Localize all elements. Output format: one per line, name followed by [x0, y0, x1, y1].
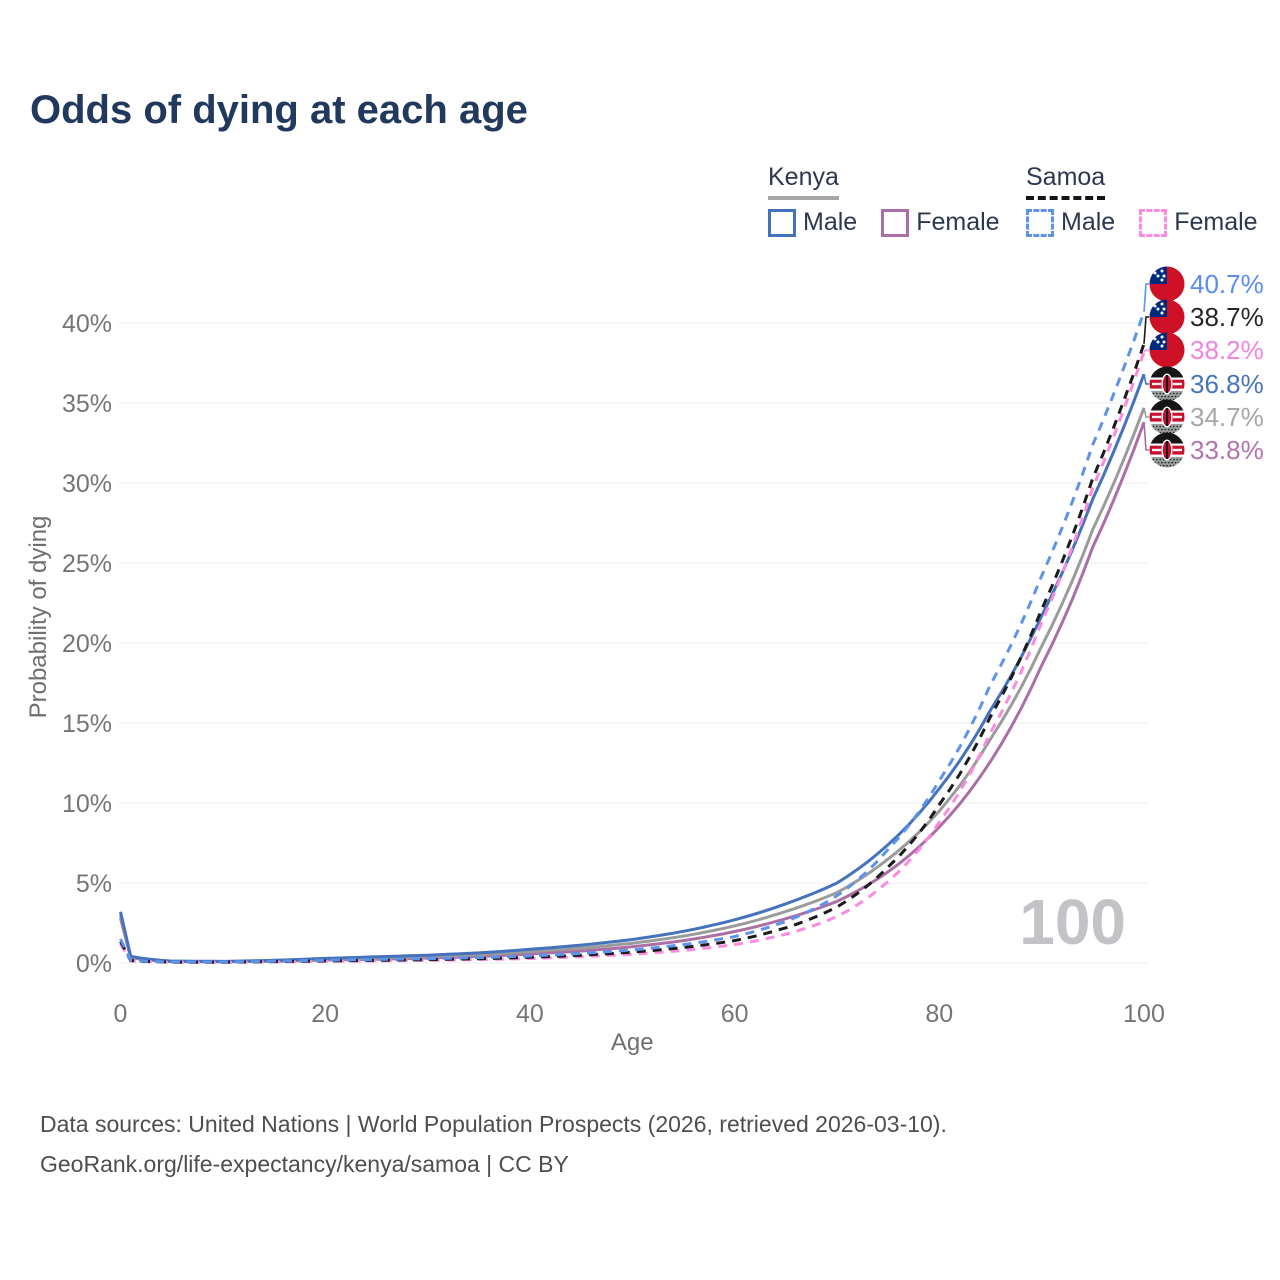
end-label-kenya-female: 33.8% — [1190, 435, 1264, 465]
x-axis-title: Age — [611, 1029, 654, 1056]
samoa-flag-star — [1160, 269, 1164, 273]
samoa-flag-icon — [1149, 332, 1185, 368]
samoa-flag-star — [1156, 307, 1160, 311]
end-label-leader-kenya-male — [1143, 374, 1149, 385]
kenya-flag-stripes — [1149, 399, 1185, 435]
legend-item-label: Female — [1174, 208, 1258, 236]
end-label-samoa-both-sexes: 38.7% — [1190, 302, 1264, 332]
legend-item-label: Male — [803, 208, 858, 236]
series-line-kenya-female — [119, 421, 1146, 964]
kenya-flag-icon — [1149, 366, 1185, 402]
y-tick-label: 35% — [62, 390, 112, 418]
end-label-leader-kenya-female — [1143, 422, 1149, 451]
samoa-flag-star — [1160, 302, 1164, 306]
legend-item-kenya-female[interactable]: Female — [881, 208, 1000, 237]
legend-item-label: Female — [916, 208, 1000, 236]
y-tick-label: 0% — [76, 950, 112, 978]
kenya-male-swatch-icon — [768, 208, 796, 237]
samoa-flag-star — [1160, 311, 1164, 315]
series-line-samoa-male — [119, 311, 1146, 964]
y-tick-label: 15% — [62, 710, 112, 738]
series-line-samoa-female — [119, 351, 1146, 964]
end-label-samoa-female: 38.2% — [1190, 335, 1264, 365]
samoa-flag-star — [1162, 307, 1166, 311]
end-label-samoa-male: 40.7% — [1190, 269, 1264, 299]
series-line-samoa-both-sexes — [119, 343, 1146, 964]
legend-items-samoa: Male Female — [1026, 208, 1258, 237]
samoa-flag-star — [1153, 337, 1157, 341]
legend-items-kenya: Male Female — [768, 208, 1000, 237]
footer: Data sources: United Nations | World Pop… — [40, 1104, 947, 1184]
samoa-flag-star — [1162, 274, 1166, 278]
samoa-flag-star — [1153, 271, 1157, 275]
legend-group-kenya: Kenya Male Female — [768, 163, 1000, 237]
hover-age-watermark: 100 — [1019, 886, 1126, 958]
series-line-kenya-both-sexes — [119, 407, 1146, 964]
end-label-leader-samoa-both-sexes — [1143, 316, 1149, 344]
samoa-flag-star — [1160, 278, 1164, 282]
series-line-kenya-male — [119, 373, 1146, 963]
x-tick-label: 20 — [311, 1000, 339, 1028]
kenya-flag-stripes — [1149, 366, 1185, 402]
end-label-leader-samoa-male — [1143, 283, 1149, 312]
end-label-leader-kenya-both-sexes — [1143, 407, 1149, 418]
samoa-flag-icon — [1149, 299, 1185, 335]
samoa-female-swatch-icon — [1139, 208, 1168, 237]
end-label-leader-samoa-female — [1143, 349, 1149, 353]
y-tick-label: 20% — [62, 630, 112, 658]
x-tick-label: 40 — [516, 1000, 544, 1028]
kenya-flag-icon — [1149, 399, 1185, 435]
samoa-male-swatch-icon — [1026, 208, 1054, 237]
samoa-flag-star — [1160, 335, 1164, 339]
samoa-flag-star — [1162, 340, 1166, 344]
samoa-flag-star — [1160, 344, 1164, 348]
x-tick-label: 0 — [114, 1000, 128, 1028]
kenya-female-swatch-icon — [881, 208, 910, 237]
legend-item-kenya-male[interactable]: Male — [768, 208, 857, 237]
samoa-flag-star — [1156, 340, 1160, 344]
data-sources-text: Data sources: United Nations | World Pop… — [40, 1111, 947, 1137]
legend-item-samoa-female[interactable]: Female — [1139, 208, 1258, 237]
legend-title-samoa[interactable]: Samoa — [1026, 163, 1106, 200]
page-title: Odds of dying at each age — [30, 88, 528, 132]
x-tick-label: 100 — [1123, 1000, 1165, 1028]
end-label-kenya-both-sexes: 34.7% — [1190, 402, 1264, 432]
kenya-flag-icon — [1149, 432, 1185, 468]
legend-item-samoa-male[interactable]: Male — [1026, 208, 1115, 237]
y-axis-title: Probability of dying — [25, 516, 52, 719]
legend-title-kenya[interactable]: Kenya — [768, 163, 839, 200]
attribution-link[interactable]: GeoRank.org/life-expectancy/kenya/samoa … — [40, 1151, 569, 1177]
end-label-kenya-male: 36.8% — [1190, 369, 1264, 399]
y-tick-label: 25% — [62, 550, 112, 578]
x-tick-label: 60 — [721, 1000, 749, 1028]
samoa-flag-icon — [1149, 266, 1185, 302]
y-tick-label: 30% — [62, 470, 112, 498]
legend-group-samoa: Samoa Male Female — [1026, 163, 1258, 237]
legend-item-label: Male — [1061, 208, 1116, 236]
kenya-flag-stripes — [1149, 432, 1185, 468]
samoa-flag-star — [1153, 304, 1157, 308]
y-tick-label: 10% — [62, 790, 112, 818]
y-tick-label: 40% — [62, 310, 112, 338]
y-tick-label: 5% — [76, 870, 112, 898]
samoa-flag-star — [1156, 274, 1160, 278]
x-tick-label: 80 — [925, 1000, 953, 1028]
